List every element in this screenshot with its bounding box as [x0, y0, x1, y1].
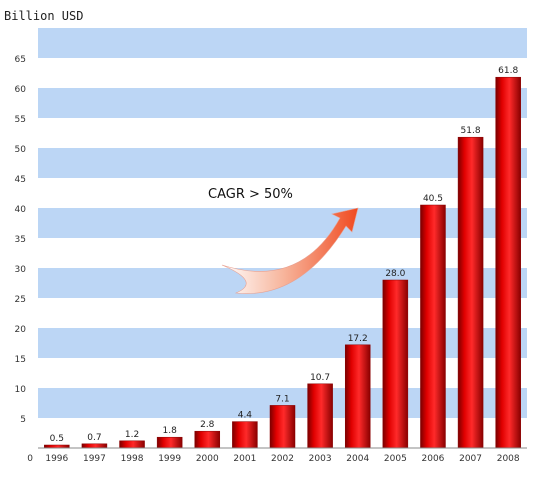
y-tick-label: 45: [15, 175, 26, 185]
x-tick-label: 1999: [158, 454, 181, 464]
data-label-1996: 0.5: [50, 434, 64, 444]
cagr-annotation: CAGR > 50%: [208, 187, 293, 202]
bar-2008: [495, 76, 521, 449]
y-tick-label: 65: [15, 55, 26, 65]
y-tick-label: 30: [15, 265, 27, 275]
bar-2000: [194, 430, 221, 449]
data-label-1998: 1.2: [125, 430, 139, 440]
x-tick-label: 2008: [497, 454, 520, 464]
grid-band: [38, 298, 527, 328]
data-label-2006: 40.5: [423, 194, 443, 204]
x-tick-label: 1998: [121, 454, 144, 464]
grid-band: [38, 58, 527, 88]
x-tick-label: 1996: [45, 454, 68, 464]
y-tick-label: 10: [15, 385, 27, 395]
bar-1999: [156, 436, 183, 449]
grid-band: [38, 208, 527, 238]
y-tick-label: 50: [15, 145, 27, 155]
data-label-2004: 17.2: [348, 334, 368, 344]
bar-2002: [269, 405, 296, 449]
y-tick-label: 40: [15, 205, 27, 215]
data-label-2003: 10.7: [310, 373, 330, 383]
bar-1998: [119, 440, 145, 449]
grid-band: [38, 148, 527, 178]
x-tick-labels: 1996 1997 1998 1999 2000 2001 2002 2003 2004 2005…: [45, 454, 520, 464]
grid-band: [38, 88, 527, 118]
growth-arrow-icon: [221, 207, 359, 294]
bar-1997: [81, 443, 108, 449]
y-tick-label: 0: [27, 454, 33, 464]
y-tick-label: 5: [20, 415, 26, 425]
data-label-1997: 0.7: [87, 433, 101, 443]
x-tick-label: 2006: [422, 454, 445, 464]
y-axis-label: Billion USD: [4, 9, 83, 23]
x-tick-label: 2002: [271, 454, 294, 464]
data-label-2000: 2.8: [200, 420, 215, 430]
x-tick-label: 1997: [83, 454, 106, 464]
grid-band: [38, 178, 527, 208]
x-tick-label: 2004: [346, 454, 369, 464]
grid-band: [38, 358, 527, 388]
data-label-2007: 51.8: [461, 126, 481, 136]
bar-2005: [382, 279, 409, 449]
bar-2003: [307, 383, 333, 449]
y-tick-label: 55: [15, 115, 26, 125]
grid-band: [38, 28, 527, 58]
data-label-2002: 7.1: [275, 394, 289, 404]
bar-2001: [232, 421, 258, 449]
y-tick-label: 35: [15, 235, 26, 245]
grid-band: [38, 118, 527, 148]
grid-band: [38, 238, 527, 268]
y-tick-label: 60: [15, 85, 27, 95]
grid-bands: [38, 28, 527, 448]
data-label-2008: 61.8: [498, 66, 518, 76]
data-label-1999: 1.8: [162, 426, 177, 436]
x-tick-label: 2005: [384, 454, 407, 464]
x-tick-label: 2003: [309, 454, 332, 464]
bar-2004: [344, 344, 371, 449]
x-tick-label: 2007: [459, 454, 482, 464]
x-tick-label: 2000: [196, 454, 219, 464]
y-tick-label: 25: [15, 295, 26, 305]
grid-band: [38, 328, 527, 358]
bar-2007: [457, 136, 484, 449]
y-tick-labels: 0 5 10 15 20 25 30 35 40 45 50 55 60 65: [15, 55, 34, 464]
bar-2006: [420, 204, 446, 449]
x-tick-label: 2001: [233, 454, 256, 464]
y-tick-label: 15: [15, 355, 26, 365]
data-label-2005: 28.0: [385, 269, 405, 279]
data-label-2001: 4.4: [238, 411, 253, 421]
y-tick-label: 20: [15, 325, 27, 335]
